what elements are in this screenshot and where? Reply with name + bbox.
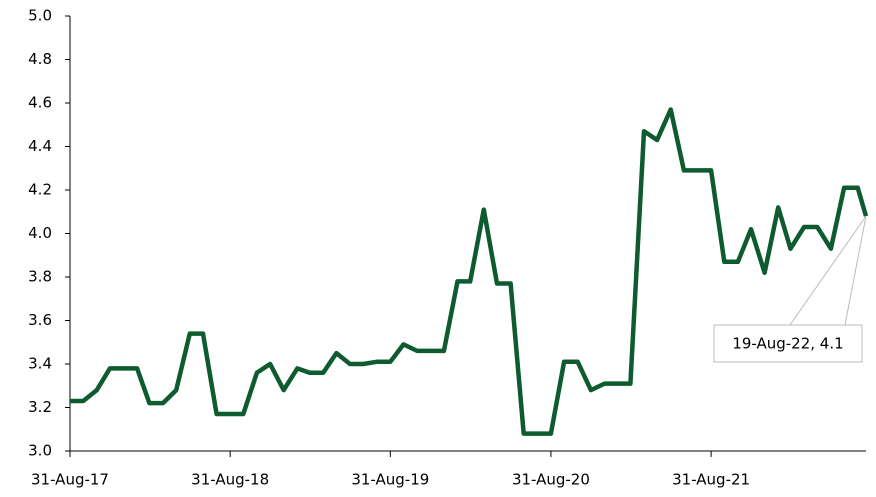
y-tick-label: 4.0	[28, 224, 52, 242]
y-tick-label: 3.4	[28, 355, 52, 373]
line	[70, 107, 869, 436]
x-tick-label: 31-Aug-19	[351, 471, 429, 489]
y-tick-label: 3.2	[28, 398, 52, 416]
annotation: 19-Aug-22, 4.1	[713, 215, 867, 363]
y-tick-label: 4.6	[28, 94, 52, 112]
y-tick-label: 4.4	[28, 137, 52, 155]
y-tick-label: 4.2	[28, 181, 52, 199]
y-tick-label: 5.0	[28, 7, 52, 25]
y-tick-label: 3.6	[28, 311, 52, 329]
annotation-text: 19-Aug-22, 4.1	[732, 335, 843, 353]
annotation-box	[713, 324, 863, 363]
x-tick-label: 31-Aug-18	[191, 471, 269, 489]
y-tick-label: 3.8	[28, 268, 52, 286]
x-tick-label: 31-Aug-17	[31, 471, 109, 489]
y-tick-label: 4.8	[28, 50, 52, 68]
x-tick-label: 31-Aug-21	[672, 471, 750, 489]
y-tick-label: 3.0	[28, 442, 52, 460]
annotation-leader	[789, 215, 867, 326]
x-tick-label: 31-Aug-20	[512, 471, 590, 489]
